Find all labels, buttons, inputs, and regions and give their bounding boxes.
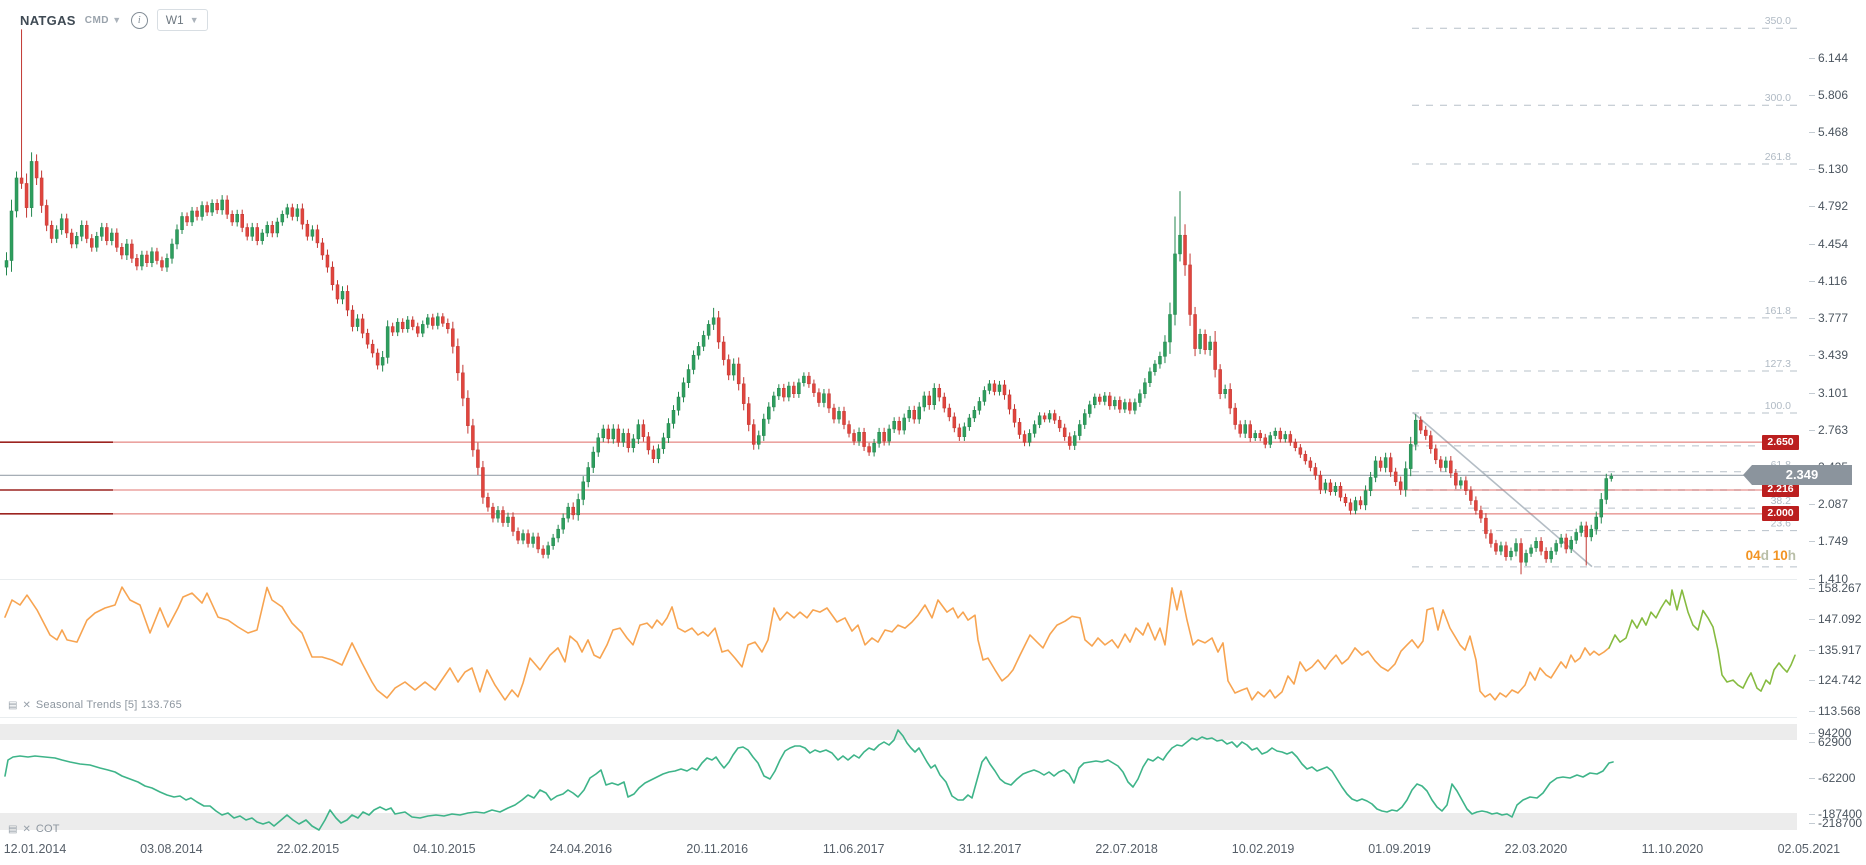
date-axis-label: 22.03.2020 <box>1504 842 1568 856</box>
axis-tick <box>1809 355 1815 357</box>
price-axis-label: 6.144 <box>1818 50 1849 65</box>
market-selector[interactable]: CMD ▼ <box>84 14 122 26</box>
current-price-badge: 2.349 <box>1743 465 1852 486</box>
cot-axis-label: 94200 <box>1818 726 1852 740</box>
time-axis[interactable]: 12.01.2014 03.08.2014 22.02.2015 04.10.2015… <box>0 835 1840 865</box>
panel-divider <box>0 717 1866 718</box>
price-axis-label: 2.763 <box>1818 422 1849 437</box>
seasonal-indicator-label: ▤ ✕ Seasonal Trends [5] 133.765 <box>8 699 182 711</box>
date-axis-label: 04.10.2015 <box>413 842 476 856</box>
chevron-down-icon: ▼ <box>112 14 122 25</box>
axis-tick <box>1809 578 1815 580</box>
date-axis-label: 03.08.2014 <box>140 842 203 856</box>
axis-tick <box>1809 131 1815 133</box>
date-axis-label: 01.09.2019 <box>1368 842 1431 856</box>
seasonal-axis-label: 113.568 <box>1818 704 1861 718</box>
panel-divider <box>0 579 1866 580</box>
symbol-title[interactable]: NATGAS <box>20 12 76 28</box>
seasonal-axis-label: 124.742 <box>1818 673 1862 688</box>
axis-tick <box>1809 392 1815 394</box>
axis-tick <box>1809 541 1815 543</box>
timeframe-dropdown[interactable]: W1 ▼ <box>156 9 208 31</box>
price-axis-label: 3.777 <box>1818 311 1849 326</box>
price-axis-label: 3.101 <box>1818 385 1849 400</box>
cot-indicator-label: ▤ ✕ COT <box>8 823 60 835</box>
fib-level-label: 127.3 <box>1765 358 1791 370</box>
axis-tick <box>1809 57 1815 59</box>
axis-tick <box>1809 504 1815 506</box>
price-axis-label: 5.468 <box>1818 124 1849 139</box>
price-line-badge: 2.000 <box>1762 506 1799 522</box>
date-axis-label: 22.07.2018 <box>1095 842 1158 856</box>
cot-axis-label: -218700 <box>1818 815 1863 830</box>
indicator-name: Seasonal Trends [5] 133.765 <box>35 699 182 711</box>
price-axis-label: 4.792 <box>1818 199 1849 214</box>
indicator-close-icon[interactable]: ✕ <box>22 699 31 711</box>
date-axis-label: 10.02.2019 <box>1231 842 1295 856</box>
fib-level-label: 161.8 <box>1765 305 1791 317</box>
seasonal-axis-label: 158.267 <box>1818 581 1862 595</box>
indicator-settings-icon[interactable]: ▤ <box>8 699 18 711</box>
chevron-down-icon: ▼ <box>189 15 199 25</box>
date-axis-label: 22.02.2015 <box>276 842 340 856</box>
axis-tick <box>1809 588 1815 589</box>
date-axis-label: 11.10.2020 <box>1641 842 1704 856</box>
axis-tick <box>1809 169 1815 171</box>
axis-tick <box>1809 813 1815 815</box>
indicator-close-icon[interactable]: ✕ <box>22 823 31 835</box>
axis-tick <box>1809 280 1815 282</box>
axis-tick <box>1809 680 1815 682</box>
date-axis-label: 02.05.2021 <box>1777 842 1841 856</box>
cot-axis-label: -62200 <box>1818 770 1856 785</box>
date-axis-label: 11.06.2017 <box>822 842 885 856</box>
seasonal-axis-label: 147.092 <box>1818 611 1862 626</box>
date-axis-label: 24.04.2016 <box>549 842 613 856</box>
date-axis-label: 31.12.2017 <box>958 842 1022 856</box>
indicator-name: COT <box>35 823 60 835</box>
candle-countdown: 04d 10h <box>1745 547 1796 563</box>
axis-tick <box>1809 711 1815 712</box>
fib-level-label: 261.8 <box>1765 151 1791 163</box>
axis-tick <box>1809 742 1815 743</box>
axis-tick <box>1809 243 1815 245</box>
seasonal-trends-panel-chart[interactable] <box>0 579 1797 717</box>
axis-tick <box>1809 822 1815 824</box>
cot-axis-label: 62900 <box>1818 735 1852 749</box>
date-axis-label: 12.01.2014 <box>3 842 67 856</box>
price-axis-label: 1.749 <box>1818 534 1849 549</box>
instrument-info-icon[interactable]: i <box>130 11 148 29</box>
main-candlestick-chart[interactable]: 350.0300.0261.8161.8127.3100.061.850.038… <box>0 0 1797 579</box>
chart-header: NATGAS CMD ▼ i W1 ▼ <box>20 9 208 31</box>
price-axis[interactable]: 6.144 5.806 5.468 5.130 4.792 4.454 4.116 3.777… <box>1797 0 1866 865</box>
indicator-settings-icon[interactable]: ▤ <box>8 823 18 835</box>
fib-level-label: 100.0 <box>1765 400 1791 412</box>
price-axis-label: 4.116 <box>1818 273 1848 288</box>
price-axis-label: 5.806 <box>1818 87 1849 102</box>
axis-tick <box>1809 777 1815 779</box>
date-axis-label: 20.11.2016 <box>686 842 749 856</box>
price-axis-label: 2.087 <box>1818 497 1849 512</box>
fib-level-label: 300.0 <box>1765 92 1791 104</box>
axis-tick <box>1809 618 1815 620</box>
cot-axis-label: -187400 <box>1818 806 1863 821</box>
price-line-badge: 2.650 <box>1762 434 1799 450</box>
price-axis-label: 3.439 <box>1818 348 1849 363</box>
axis-tick <box>1809 318 1815 320</box>
axis-tick <box>1809 733 1815 734</box>
axis-tick <box>1809 206 1815 208</box>
price-line-badge: 2.216 <box>1762 482 1799 498</box>
axis-tick <box>1809 94 1815 96</box>
cot-panel-chart[interactable] <box>0 717 1797 835</box>
seasonal-axis-label: 135.917 <box>1818 642 1862 657</box>
axis-tick <box>1809 429 1815 431</box>
price-axis-label: 4.454 <box>1818 236 1849 251</box>
axis-tick <box>1809 649 1815 651</box>
fib-level-label: 38.2 <box>1771 495 1792 507</box>
fib-level-label: 350.0 <box>1765 15 1791 27</box>
price-axis-label: 1.410 <box>1818 571 1849 586</box>
price-axis-label: 5.130 <box>1818 162 1849 177</box>
